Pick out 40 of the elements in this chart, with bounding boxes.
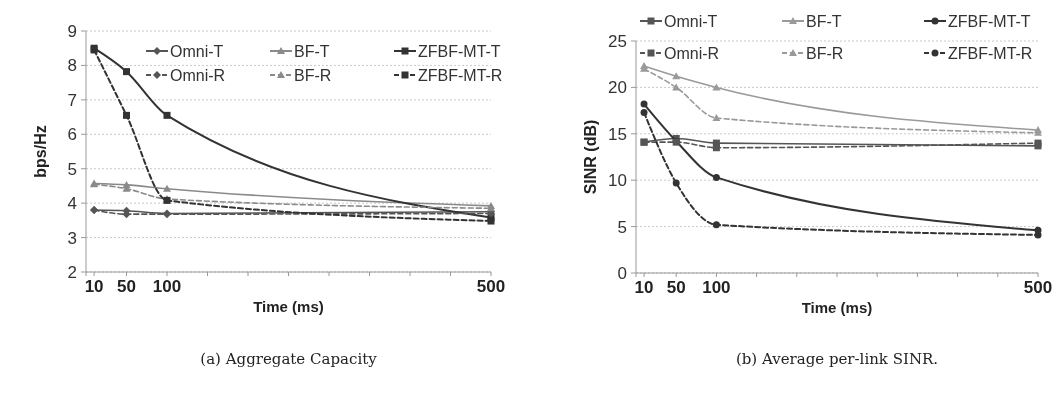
y-tick-label: 25 (608, 31, 627, 51)
x-tick-label: 100 (702, 278, 731, 297)
y-tick-label: 7 (67, 90, 77, 110)
y-tick-label: 4 (67, 194, 77, 214)
y-tick-label: 6 (67, 125, 77, 145)
x-tick-label: 50 (117, 277, 136, 296)
x-tick-label: 500 (476, 277, 506, 296)
y-tick-label: 2 (67, 262, 77, 282)
legend-label: BF-T (806, 12, 842, 30)
legend-label: BF-T (294, 42, 330, 60)
legend-label: Omni-T (170, 42, 224, 60)
text: (b) Average per-link SINR. (735, 350, 939, 368)
y-tick-label: 3 (67, 228, 77, 248)
x-tick-label: 50 (666, 278, 686, 297)
legend-label: ZFBF-MT-T (418, 42, 501, 60)
y-axis-title: bps/Hz (32, 125, 49, 178)
legend-label: ZFBF-MT-R (418, 66, 503, 84)
x-tick-label: 100 (152, 277, 182, 296)
x-tick-label: 500 (1023, 278, 1053, 297)
legend-label: ZFBF-MT-T (948, 12, 1031, 30)
y-tick-label: 10 (608, 171, 627, 191)
legend-label: BF-R (806, 44, 844, 62)
legend-label: BF-R (294, 66, 332, 84)
legend-label: Omni-R (664, 44, 720, 62)
legend-label: ZFBF-MT-R (948, 44, 1033, 62)
text: (a) Aggregate Capacity (200, 350, 378, 368)
legend-label: Omni-R (170, 66, 226, 84)
y-tick-label: 5 (617, 217, 627, 237)
y-tick-label: 0 (617, 263, 627, 283)
y-tick-label: 5 (67, 159, 77, 179)
x-tick-label: 10 (634, 278, 654, 297)
x-axis-title: Time (ms) (253, 298, 324, 315)
y-tick-label: 15 (608, 124, 627, 144)
legend-label: Omni-T (664, 12, 718, 30)
y-tick-label: 20 (608, 78, 627, 98)
y-tick-label: 9 (67, 21, 77, 41)
y-tick-label: 8 (67, 56, 77, 76)
x-axis-title: Time (ms) (801, 299, 873, 316)
x-tick-label: 10 (84, 277, 104, 296)
y-axis-title: SINR (dB) (582, 119, 599, 195)
